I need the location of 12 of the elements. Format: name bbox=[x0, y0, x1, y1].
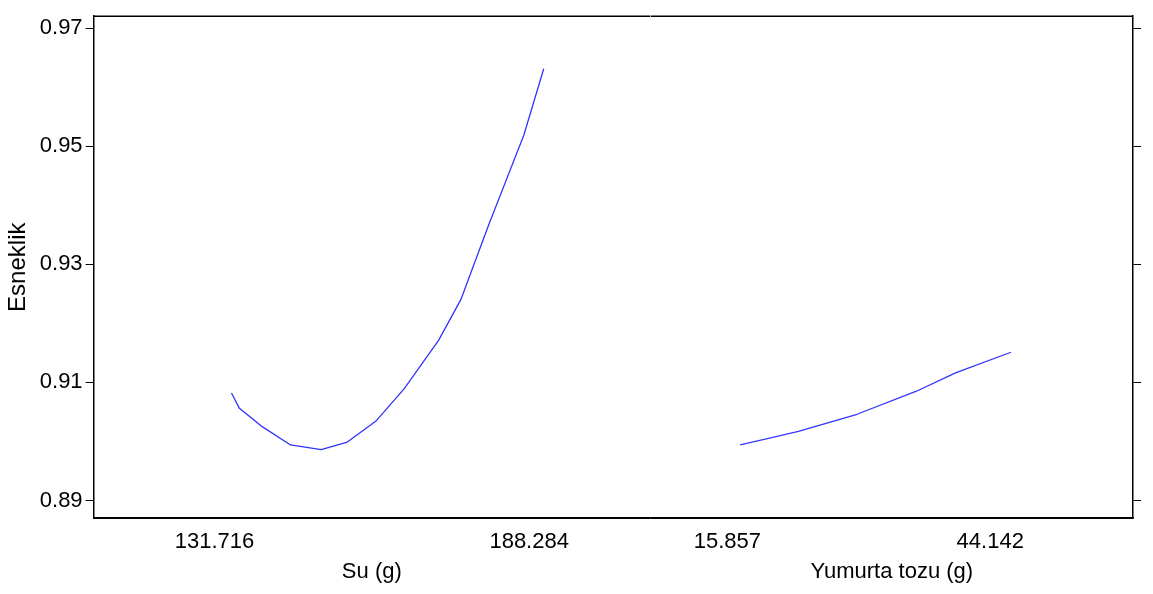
x-tick-label: 131.716 bbox=[174, 528, 255, 554]
y-tick-label: 0.95 bbox=[39, 132, 83, 158]
y-tick-label: 0.89 bbox=[39, 486, 83, 512]
y-axis-title: Esneklik bbox=[3, 221, 31, 312]
y-tick-label: 0.93 bbox=[39, 250, 83, 276]
y-tick-label: 0.97 bbox=[39, 14, 83, 40]
y-tick-label: 0.91 bbox=[39, 368, 83, 394]
x-tick-label: 188.284 bbox=[489, 528, 569, 554]
x-axis-title: Yumurta tozu (g) bbox=[810, 557, 974, 583]
x-tick-label: 44.142 bbox=[956, 528, 1024, 554]
x-tick-label: 15.857 bbox=[693, 528, 762, 554]
x-axis-title: Su (g) bbox=[341, 557, 402, 583]
